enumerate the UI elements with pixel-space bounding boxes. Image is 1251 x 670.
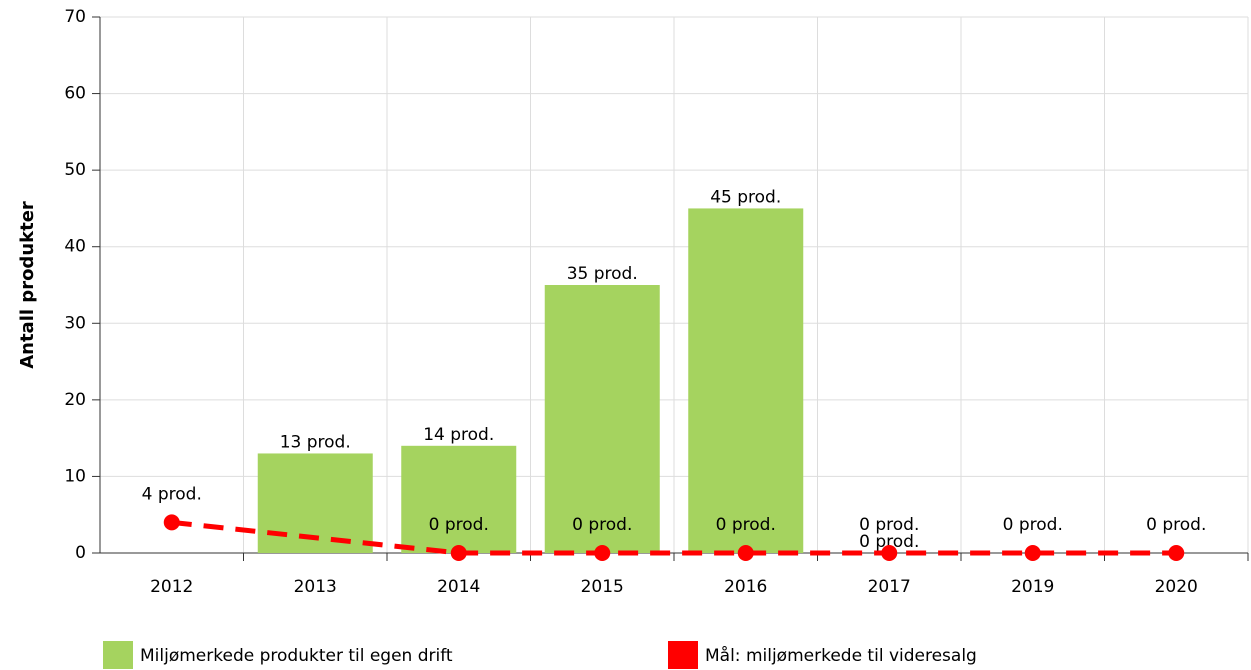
line-marker xyxy=(594,545,611,561)
y-axis-title: Antall produkter xyxy=(17,201,38,369)
y-tick-label: 20 xyxy=(64,390,86,410)
legend-swatch xyxy=(103,641,133,669)
x-tick-label: 2016 xyxy=(724,577,767,597)
y-tick-label: 70 xyxy=(64,7,86,27)
data-label: 0 prod. xyxy=(859,532,919,552)
x-tick-label: 2017 xyxy=(868,577,911,597)
data-label: 0 prod. xyxy=(572,515,632,535)
y-tick-label: 10 xyxy=(64,466,86,486)
x-tick-label: 2020 xyxy=(1155,577,1198,597)
y-tick-label: 40 xyxy=(64,237,86,257)
x-tick-label: 2014 xyxy=(437,577,480,597)
line-marker xyxy=(1024,545,1041,561)
line-marker xyxy=(1168,545,1185,561)
y-tick-label: 30 xyxy=(64,313,86,333)
bar xyxy=(544,285,660,553)
data-label: 4 prod. xyxy=(142,484,202,504)
legend-label: Mål: miljømerkede til videresalg xyxy=(705,645,977,666)
y-tick-label: 0 xyxy=(75,543,86,563)
line-marker xyxy=(163,514,180,531)
y-tick-label: 60 xyxy=(64,84,86,104)
data-label: 13 prod. xyxy=(280,432,351,452)
x-tick-label: 2015 xyxy=(581,577,624,597)
legend-label: Miljømerkede produkter til egen drift xyxy=(140,646,453,666)
data-label: 0 prod. xyxy=(716,515,776,535)
legend-swatch xyxy=(668,641,698,669)
bar xyxy=(688,208,804,553)
x-tick-label: 2013 xyxy=(294,577,337,597)
data-label: 0 prod. xyxy=(1146,515,1206,535)
bar xyxy=(401,445,517,553)
x-tick-label: 2012 xyxy=(150,577,193,597)
line-marker xyxy=(737,545,754,561)
data-label: 35 prod. xyxy=(567,264,638,284)
data-label: 14 prod. xyxy=(423,425,494,445)
data-label: 45 prod. xyxy=(710,187,781,207)
line-marker xyxy=(881,545,898,561)
data-label: 0 prod. xyxy=(429,515,489,535)
y-tick-label: 50 xyxy=(64,160,86,180)
line-marker xyxy=(450,545,467,561)
data-label: 0 prod. xyxy=(859,515,919,535)
data-label: 0 prod. xyxy=(1003,515,1063,535)
x-tick-label: 2019 xyxy=(1011,577,1054,597)
